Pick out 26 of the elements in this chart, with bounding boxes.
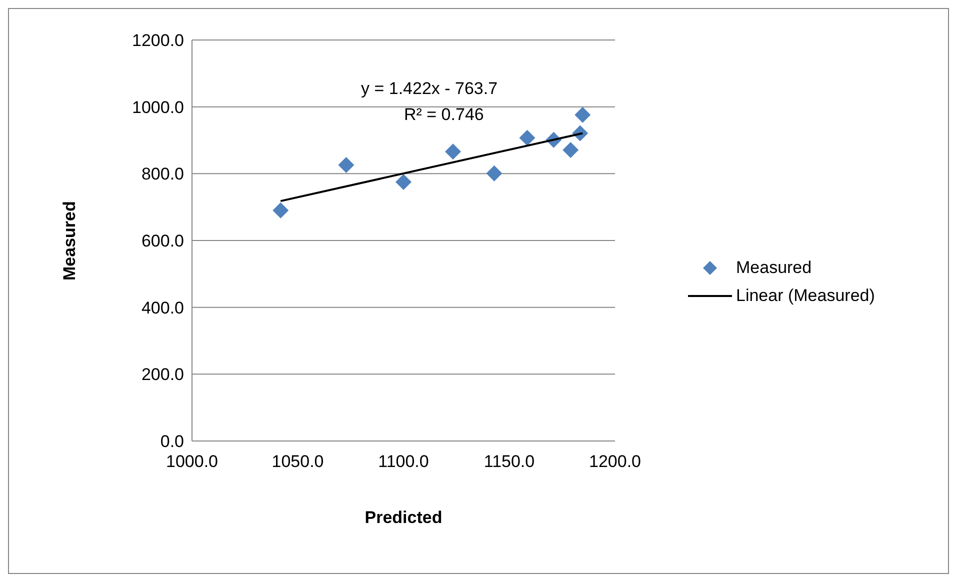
x-tick-label: 1100.0 (378, 452, 429, 472)
y-tick-label: 0.0 (160, 432, 184, 452)
y-tick-label: 200.0 (141, 365, 184, 384)
point (486, 165, 502, 182)
point (272, 202, 289, 218)
x-tick-label: 1150.0 (484, 452, 535, 472)
y-axis-title: Measured (60, 201, 80, 280)
y-tick-label: 1000.0 (132, 98, 184, 117)
annotation: R² = 0.746 (404, 105, 484, 125)
point (519, 130, 536, 146)
legend-label: Linear (Measured) (736, 286, 875, 306)
legend-label: Measured (736, 258, 812, 278)
point (338, 156, 354, 173)
x-tick-label: 1200.0 (589, 452, 641, 472)
point (444, 144, 461, 160)
x-tick-label: 1000.0 (166, 452, 218, 472)
point (574, 106, 591, 123)
x-axis-title: Predicted (364, 508, 442, 527)
point (562, 142, 579, 158)
y-tick-label: 400.0 (141, 298, 184, 318)
y-tick-label: 800.0 (141, 164, 184, 184)
y-tick-label: 1200.0 (132, 31, 184, 50)
x-tick-label: 1050.0 (272, 452, 324, 472)
point (396, 174, 412, 190)
annotation: y = 1.422x - 763.7 (361, 79, 498, 99)
y-tick-label: 600.0 (141, 232, 184, 251)
